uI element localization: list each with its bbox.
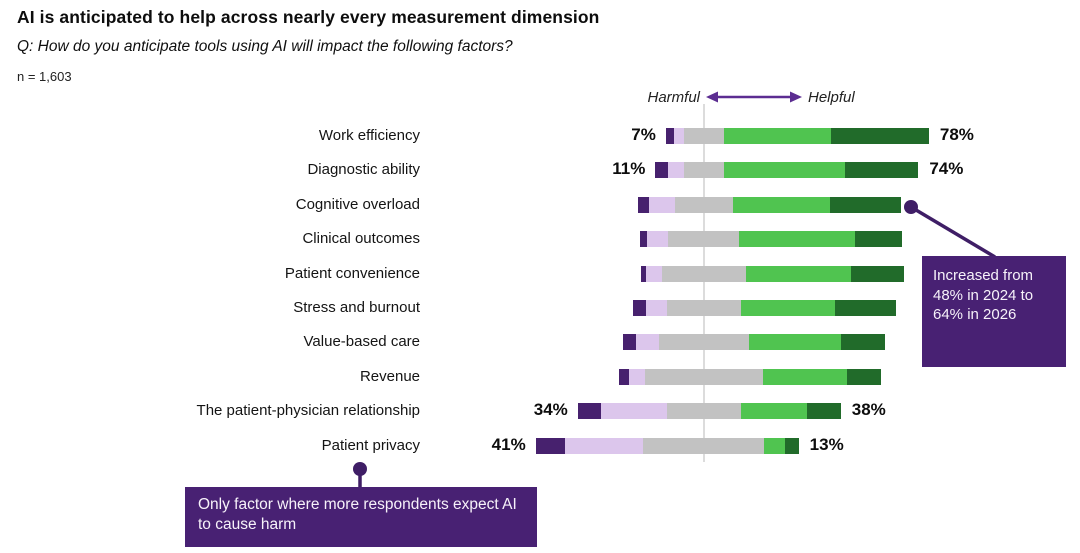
harmful-total-label: 11% (612, 159, 646, 178)
category-label: Cognitive overload (295, 196, 420, 213)
harmful-total-label: 41% (491, 435, 526, 454)
double-arrow-icon (706, 91, 802, 103)
helpful-total-label: 13% (809, 435, 844, 454)
helpful-total-label: 38% (851, 400, 886, 419)
bar-segment-very-harmful (639, 231, 648, 247)
bar-row (638, 197, 902, 213)
bar-segment-neutral (644, 369, 764, 385)
bar-segment-very-helpful (844, 162, 919, 178)
bar-segment-very-helpful (831, 128, 929, 144)
bar-segment-very-harmful (633, 300, 647, 316)
bar-segment-very-helpful (806, 403, 841, 419)
bar-segment-neutral (668, 231, 740, 247)
harmful-total-label: 7% (631, 125, 656, 144)
bar-segment-somewhat-harmful (646, 300, 668, 316)
bar-segment-very-harmful (665, 128, 674, 144)
helpful-total-label: 74% (929, 159, 964, 178)
category-label: Work efficiency (318, 127, 420, 144)
bar-row (618, 369, 882, 385)
category-label: Value-based care (303, 333, 420, 350)
bar-segment-very-helpful (847, 369, 882, 385)
bar-segment-neutral (659, 334, 749, 350)
harmful-total-label: 34% (533, 400, 568, 419)
bar-segment-very-harmful (577, 403, 602, 419)
bar-segment-neutral (667, 300, 741, 316)
bar-row (665, 128, 929, 144)
neutral-divider-line (703, 104, 705, 462)
bar-segment-somewhat-harmful (564, 438, 644, 454)
bar-segment-very-harmful (640, 266, 647, 282)
bar-segment-very-helpful (840, 334, 886, 350)
category-label: Patient privacy (321, 437, 420, 454)
bar-segment-somewhat-helpful (732, 197, 831, 213)
bar-row (577, 403, 841, 419)
bar-segment-somewhat-helpful (764, 438, 786, 454)
question-subtitle: Q: How do you anticipate tools using AI … (17, 38, 513, 55)
bar-segment-somewhat-harmful (673, 128, 685, 144)
page-title: AI is anticipated to help across nearly … (17, 7, 600, 27)
category-label: Patient convenience (284, 265, 420, 282)
bar-segment-very-harmful (655, 162, 669, 178)
bar-segment-somewhat-helpful (763, 369, 848, 385)
bar-row (622, 334, 886, 350)
bar-segment-very-helpful (785, 438, 799, 454)
bar-segment-somewhat-helpful (740, 403, 807, 419)
bar-row (640, 266, 904, 282)
bar-segment-somewhat-helpful (723, 128, 832, 144)
category-label: Stress and burnout (293, 299, 420, 316)
bar-segment-very-harmful (535, 438, 565, 454)
callout-dot-patient-privacy (353, 462, 367, 476)
bar-segment-very-harmful (622, 334, 636, 350)
category-label: Diagnostic ability (307, 161, 420, 178)
callout-increase-note: Increased from 48% in 2024 to 64% in 202… (922, 256, 1066, 367)
helpful-total-label: 78% (939, 125, 974, 144)
bar-row (655, 162, 919, 178)
bar-segment-somewhat-harmful (646, 266, 662, 282)
bar-segment-somewhat-harmful (629, 369, 645, 385)
bar-segment-very-helpful (830, 197, 902, 213)
bar-segment-very-helpful (851, 266, 904, 282)
legend-helpful-label: Helpful (808, 89, 855, 106)
bar-segment-somewhat-harmful (647, 231, 669, 247)
bar-segment-somewhat-helpful (739, 231, 856, 247)
bar-segment-neutral (684, 162, 724, 178)
bar-row (535, 438, 799, 454)
bar-segment-neutral (684, 128, 724, 144)
callout-harm-note: Only factor where more respondents expec… (185, 487, 537, 547)
bar-segment-neutral (675, 197, 733, 213)
bar-segment-neutral (643, 438, 765, 454)
callout-dot-cognitive-overload (904, 200, 918, 214)
bar-segment-somewhat-harmful (601, 403, 668, 419)
bar-segment-somewhat-helpful (746, 266, 852, 282)
bar-row (633, 300, 896, 316)
bar-segment-very-helpful (835, 300, 896, 316)
category-label: Clinical outcomes (302, 230, 420, 247)
legend-harmful-label: Harmful (647, 89, 700, 106)
bar-row (639, 231, 903, 247)
bar-segment-somewhat-harmful (668, 162, 685, 178)
bar-segment-neutral (667, 403, 741, 419)
bar-segment-very-harmful (618, 369, 629, 385)
bar-segment-somewhat-helpful (723, 162, 845, 178)
bar-segment-somewhat-helpful (740, 300, 836, 316)
bar-segment-very-helpful (855, 231, 903, 247)
sample-size-label: n = 1,603 (17, 69, 72, 84)
category-label: The patient-physician relationship (196, 402, 420, 419)
bar-segment-somewhat-helpful (748, 334, 841, 350)
category-label: Revenue (359, 368, 420, 385)
bar-segment-somewhat-harmful (648, 197, 676, 213)
bar-segment-very-harmful (638, 197, 649, 213)
bar-segment-neutral (661, 266, 747, 282)
bar-segment-somewhat-harmful (635, 334, 660, 350)
